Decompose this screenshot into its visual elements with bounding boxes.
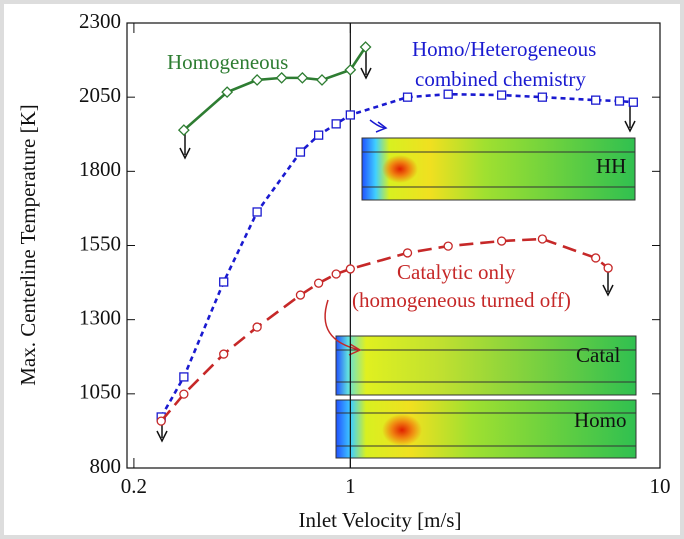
marker <box>603 263 613 273</box>
marker <box>313 130 324 140</box>
marker <box>345 264 355 274</box>
marker <box>496 90 507 100</box>
marker <box>402 248 413 258</box>
annotation: (homogeneous turned off) <box>352 288 571 312</box>
marker <box>252 322 262 332</box>
inset-border <box>335 399 637 459</box>
insets <box>335 137 637 459</box>
marker <box>177 124 190 137</box>
marker <box>345 110 355 120</box>
annotation: Catalytic only <box>397 260 516 284</box>
marker <box>316 74 328 86</box>
y-tick-label: 1300 <box>79 305 121 329</box>
series-line <box>160 237 609 422</box>
arrow-head <box>375 121 388 133</box>
marker <box>251 74 264 86</box>
y-tick-label: 2050 <box>79 83 121 107</box>
marker <box>359 41 372 53</box>
marker <box>219 349 229 359</box>
marker <box>179 372 189 382</box>
y-tick-label: 2300 <box>79 9 121 33</box>
marker <box>537 234 548 244</box>
y-tick-label: 1050 <box>79 380 121 404</box>
x-tick-label: 0.2 <box>121 474 147 498</box>
y-tick-label: 800 <box>90 454 122 478</box>
arrow-head <box>348 343 362 356</box>
marker <box>295 290 306 300</box>
marker <box>591 253 601 263</box>
hot-spot <box>382 414 422 446</box>
marker <box>219 277 229 287</box>
y-tick-label: 1800 <box>79 157 121 181</box>
inset-border <box>361 137 636 201</box>
marker <box>591 95 601 105</box>
arrows <box>324 119 388 356</box>
inset-label: Homo <box>574 408 627 432</box>
annotation: Homogeneous <box>167 50 288 74</box>
marker <box>344 63 357 76</box>
x-tick-label: 1 <box>345 474 356 498</box>
marker <box>496 236 507 246</box>
arrow <box>324 299 361 351</box>
inset-border <box>335 335 637 396</box>
marker <box>295 147 306 157</box>
y-tick-label: 1550 <box>79 231 121 255</box>
marker <box>614 96 625 106</box>
marker <box>443 89 453 99</box>
marker <box>156 416 166 426</box>
y-axis-title: Max. Centerline Temperature [K] <box>16 104 40 386</box>
marker <box>296 71 309 84</box>
inset-catal <box>336 336 636 395</box>
hot-spot <box>382 155 418 183</box>
marker <box>179 389 189 399</box>
marker <box>252 207 262 217</box>
marker <box>331 269 341 279</box>
marker <box>221 86 234 99</box>
series-line <box>183 46 367 132</box>
marker <box>628 97 638 107</box>
inset-label: Catal <box>576 343 620 367</box>
marker <box>275 71 288 84</box>
x-tick-label: 10 <box>650 474 671 498</box>
marker <box>313 278 324 288</box>
marker <box>443 241 453 251</box>
marker <box>331 119 341 129</box>
annotation: Homo/Heterogeneous <box>412 37 596 61</box>
x-axis-title: Inlet Velocity [m/s] <box>299 508 462 532</box>
annotation: combined chemistry <box>415 67 586 91</box>
inset-label: HH <box>596 154 626 178</box>
marker <box>402 92 413 102</box>
marker <box>537 92 548 102</box>
